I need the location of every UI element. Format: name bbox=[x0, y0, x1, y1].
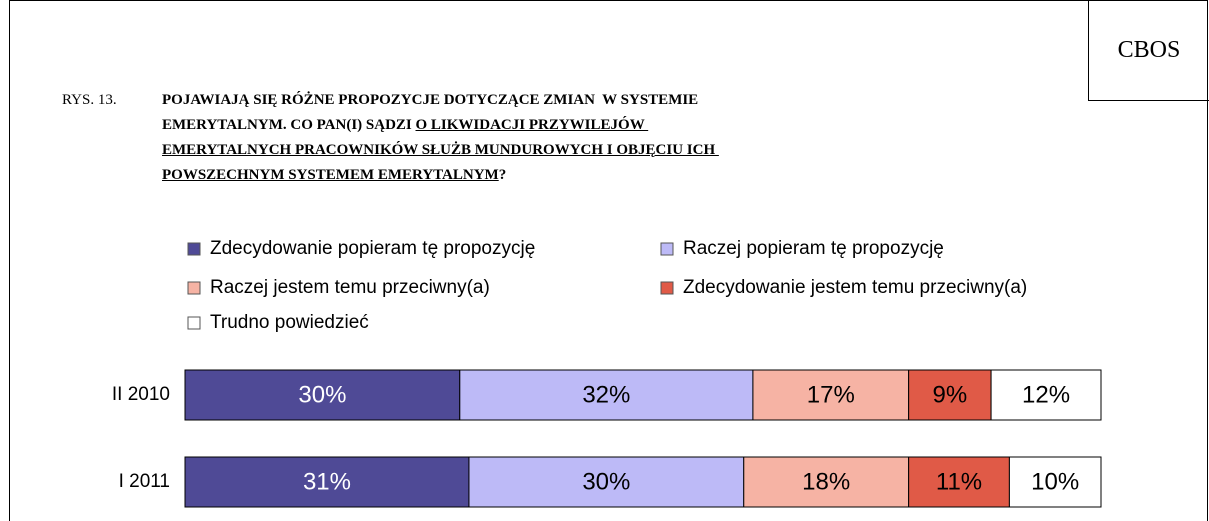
title-text: ? bbox=[498, 167, 507, 183]
legend-label: Raczej jestem temu przeciwny(a) bbox=[210, 277, 490, 298]
title-line: POWSZECHNYM SYSTEMEM EMERYTALNYM? bbox=[162, 163, 719, 188]
bar-segment bbox=[990, 369, 1102, 421]
bar-segment bbox=[184, 456, 470, 508]
value-label: 9% bbox=[933, 381, 968, 408]
legend-label: Raczej popieram tę propozycję bbox=[683, 238, 944, 259]
value-label: 10% bbox=[1031, 468, 1079, 495]
legend-label: Zdecydowanie popieram tę propozycję bbox=[210, 238, 535, 259]
legend-swatch bbox=[187, 316, 201, 330]
bar-segment bbox=[459, 369, 754, 421]
title-lines: POJAWIAJĄ SIĘ RÓŻNE PROPOZYCJE DOTYCZĄCE… bbox=[162, 88, 719, 188]
bar-segment bbox=[184, 369, 461, 421]
brand: CBOS bbox=[1088, 0, 1209, 101]
bar-segment bbox=[1008, 456, 1102, 508]
legend-swatch bbox=[660, 281, 674, 295]
title-text: POJAWIAJĄ SIĘ RÓŻNE PROPOZYCJE DOTYCZĄCE… bbox=[162, 92, 699, 108]
title-line: EMERYTALNYCH PRACOWNIKÓW SŁUŻB MUNDUROWY… bbox=[162, 138, 719, 163]
bar-segment bbox=[908, 369, 992, 421]
legend-label: Zdecydowanie jestem temu przeciwny(a) bbox=[683, 277, 1027, 298]
legend-label: Trudno powiedzieć bbox=[210, 312, 369, 333]
figure-label: RYS. 13. bbox=[62, 92, 117, 108]
value-label: 18% bbox=[802, 468, 850, 495]
legend-swatch bbox=[187, 281, 201, 295]
title-line: EMERYTALNYM. CO PAN(I) SĄDZI O LIKWIDACJ… bbox=[162, 113, 719, 138]
value-label: 31% bbox=[303, 468, 351, 495]
frame bbox=[9, 0, 1208, 521]
title-line: POJAWIAJĄ SIĘ RÓŻNE PROPOZYCJE DOTYCZĄCE… bbox=[162, 88, 719, 113]
title-text: EMERYTALNYM. CO PAN(I) SĄDZI bbox=[162, 117, 416, 133]
value-label: 17% bbox=[807, 381, 855, 408]
value-label: 11% bbox=[936, 468, 982, 495]
bar-segment bbox=[908, 456, 1010, 508]
legend-swatch bbox=[660, 242, 674, 256]
legend-swatch bbox=[187, 242, 201, 256]
bar-segment bbox=[468, 456, 745, 508]
title-text: EMERYTALNYCH PRACOWNIKÓW SŁUŻB MUNDUROWY… bbox=[162, 142, 719, 158]
title-text: POWSZECHNYM SYSTEMEM EMERYTALNYM bbox=[162, 167, 499, 183]
value-label: 30% bbox=[582, 468, 630, 495]
category-label: I 2011 bbox=[119, 471, 170, 492]
category-label: II 2010 bbox=[112, 384, 170, 405]
value-label: 12% bbox=[1022, 381, 1070, 408]
title: RYS. 13. POJAWIAJĄ SIĘ RÓŻNE PROPOZYCJE … bbox=[62, 88, 719, 188]
bar-segment bbox=[752, 369, 910, 421]
value-label: 30% bbox=[298, 381, 346, 408]
title-text: O LIKWIDACJI PRZYWILEJÓW bbox=[415, 117, 649, 133]
value-label: 32% bbox=[582, 381, 630, 408]
bar-segment bbox=[743, 456, 910, 508]
